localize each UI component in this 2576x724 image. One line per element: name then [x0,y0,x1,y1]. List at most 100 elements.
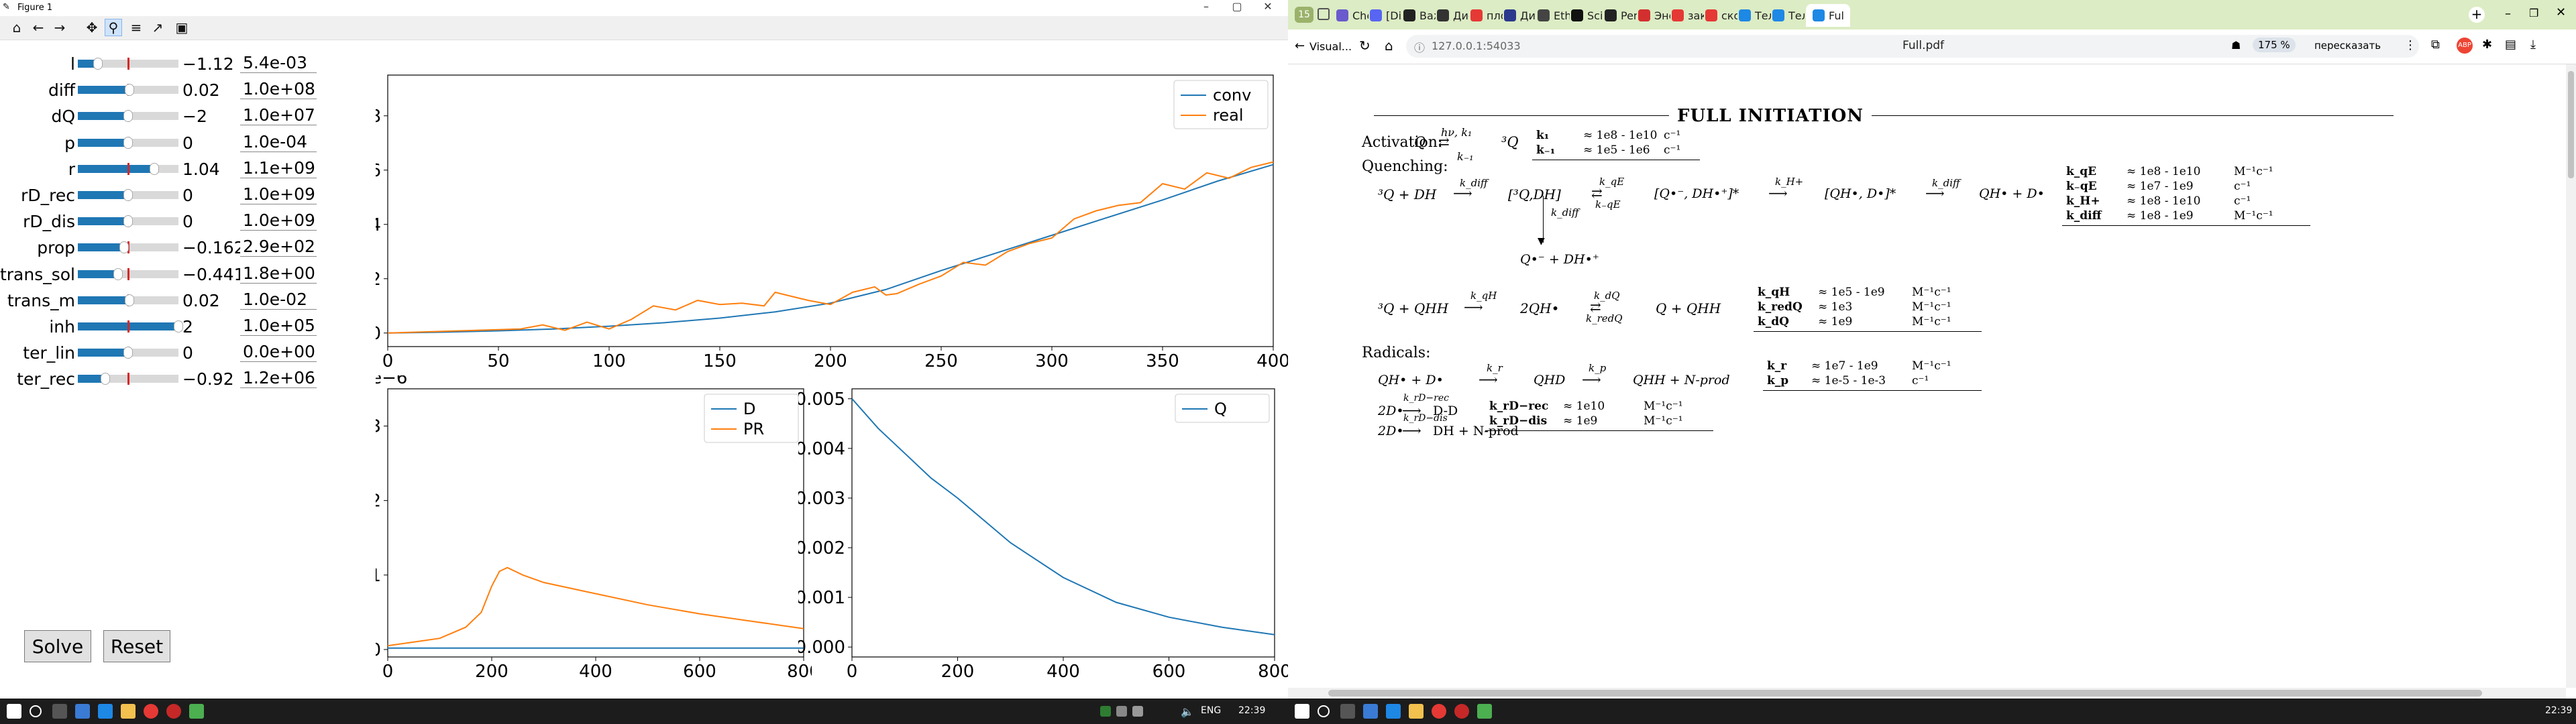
slider-handle[interactable] [123,189,133,201]
slider-track[interactable] [78,58,178,70]
slider-handle[interactable] [124,84,134,97]
tab-actions-icon[interactable] [1318,8,1330,20]
slider-ter-rec[interactable]: ter_rec −0.92 1.2e+06 [0,367,376,389]
app-word-icon[interactable] [1363,704,1378,719]
slider-rD-dis[interactable]: rD_dis 0 1.0e+09 [0,210,376,231]
opera-icon[interactable] [1454,704,1469,719]
slider-track[interactable] [78,84,178,97]
reload-icon[interactable]: ↻ [1359,38,1371,54]
slider-textbox[interactable]: 0.0e+00 [240,342,317,363]
clock-right[interactable]: 22:39 [2545,705,2573,716]
browser-tab[interactable]: Диме [1504,4,1536,27]
browser-tab[interactable]: Теле [1739,4,1771,27]
download-icon[interactable]: ⤓ [2530,38,2536,52]
start-icon[interactable] [1295,704,1309,719]
tray-nvidia-icon[interactable] [1100,706,1111,717]
browser-tab[interactable]: плотн [1470,4,1503,27]
browser-tab[interactable]: [Disc [1370,4,1402,27]
slider-handle[interactable] [100,373,110,385]
extensions-icon[interactable]: ⧉ [2431,38,2440,52]
slider-textbox[interactable]: 1.0e-02 [240,289,317,310]
scrollbar-thumb[interactable] [2568,71,2574,178]
tray-icon-2[interactable] [1116,706,1127,717]
pan-icon[interactable]: ✥ [86,19,98,36]
slider-handle[interactable] [93,58,103,70]
taskview-icon[interactable] [1340,704,1355,719]
zoom-icon[interactable]: ⚲ [105,19,122,36]
slider-track[interactable] [78,136,178,149]
h-scrollbar-thumb[interactable] [1328,690,2482,697]
slider-textbox[interactable]: 1.2e+06 [240,368,317,389]
slider-textbox[interactable]: 5.4e-03 [240,53,317,73]
slider-track[interactable] [78,162,178,175]
slider-textbox[interactable]: 1.1e+09 [240,158,317,178]
slider-dQ[interactable]: dQ −2 1.0e+07 [0,105,376,126]
new-tab-icon[interactable]: + [2469,7,2485,23]
site-info-icon[interactable]: ⓘ [1414,42,1426,54]
browser-tab[interactable]: Важо [1403,4,1436,27]
pdf-scrollbar[interactable] [2566,64,2576,688]
slider-textbox[interactable]: 1.8e+00 [240,263,317,284]
browser-tab[interactable]: Энер [1638,4,1670,27]
slider-textbox[interactable]: 2.9e+02 [240,237,317,257]
explorer-icon[interactable] [1409,704,1424,719]
slider-handle[interactable] [119,241,129,254]
slider-l[interactable]: l −1.12 5.4e-03 [0,52,376,74]
slider-textbox[interactable]: 1.0e-04 [240,131,317,152]
python-figure-icon[interactable] [189,704,204,719]
slider-handle[interactable] [113,267,123,280]
axes-edit-icon[interactable]: ↗ [152,19,164,36]
explorer-icon[interactable] [121,704,136,719]
slider-r[interactable]: r 1.04 1.1e+09 [0,158,376,179]
tab-count-badge[interactable]: 15 [1295,7,1313,23]
speaker-icon[interactable]: 🔈 [1181,705,1194,718]
configure-icon[interactable]: ≡ [130,19,142,36]
save-icon[interactable]: ▣ [175,19,189,36]
slider-track[interactable] [78,110,178,123]
slider-textbox[interactable]: 1.0e+09 [240,210,317,231]
puzzle-icon[interactable]: ✱ [2482,38,2493,52]
reset-button[interactable]: Reset [103,630,170,662]
yandex-icon[interactable] [1432,704,1446,719]
slider-inh[interactable]: inh 2 1.0e+05 [0,315,376,337]
zoom-badge[interactable]: 175 % [2253,38,2296,52]
back-icon[interactable]: ← [1295,39,1305,53]
slider-rD-rec[interactable]: rD_rec 0 1.0e+09 [0,184,376,205]
restore-icon[interactable]: ❐ [2529,7,2539,19]
h-scrollbar[interactable] [1288,688,2566,699]
slider-track[interactable] [78,347,178,359]
slider-textbox[interactable]: 1.0e+07 [240,105,317,126]
solve-button[interactable]: Solve [24,630,91,662]
slider-track[interactable] [78,241,178,254]
translate-button[interactable]: пересказать [2314,40,2381,52]
slider-track[interactable] [78,320,183,333]
slider-trans-m[interactable]: trans_m 0.02 1.0e-02 [0,289,376,310]
slider-handle[interactable] [123,347,133,359]
slider-ter-lin[interactable]: ter_lin 0 0.0e+00 [0,341,376,363]
slider-handle[interactable] [174,320,183,333]
minimize-icon[interactable]: – [1203,0,1209,13]
browser-tab[interactable]: Теле [1772,4,1805,27]
python-figure-icon[interactable] [1477,704,1492,719]
adblock-icon[interactable]: ABP [2457,38,2473,54]
home-icon[interactable]: ⌂ [1385,38,1393,54]
more-icon[interactable]: ⋮ [2404,38,2416,52]
opera-icon[interactable] [166,704,181,719]
search-icon[interactable] [30,705,42,717]
browser-tab[interactable]: Ethyle [1538,4,1570,27]
slider-p[interactable]: p 0 1.0e-04 [0,131,376,153]
lang-indicator[interactable]: ENG [1201,705,1222,716]
slider-handle[interactable] [124,294,134,306]
search-icon[interactable] [1318,705,1330,717]
slider-track[interactable] [78,267,178,280]
taskview-icon[interactable] [52,704,67,719]
slider-handle[interactable] [123,215,133,228]
slider-textbox[interactable]: 1.0e+05 [240,316,317,336]
browser-tab[interactable]: Дисс [1437,4,1469,27]
vscode-icon[interactable] [1386,704,1401,719]
browser-tab[interactable]: Pentx [1605,4,1637,27]
slider-textbox[interactable]: 1.0e+08 [240,79,317,100]
slider-handle[interactable] [123,136,133,149]
close-icon[interactable]: ✕ [1263,0,1273,13]
slider-track[interactable] [78,215,178,228]
